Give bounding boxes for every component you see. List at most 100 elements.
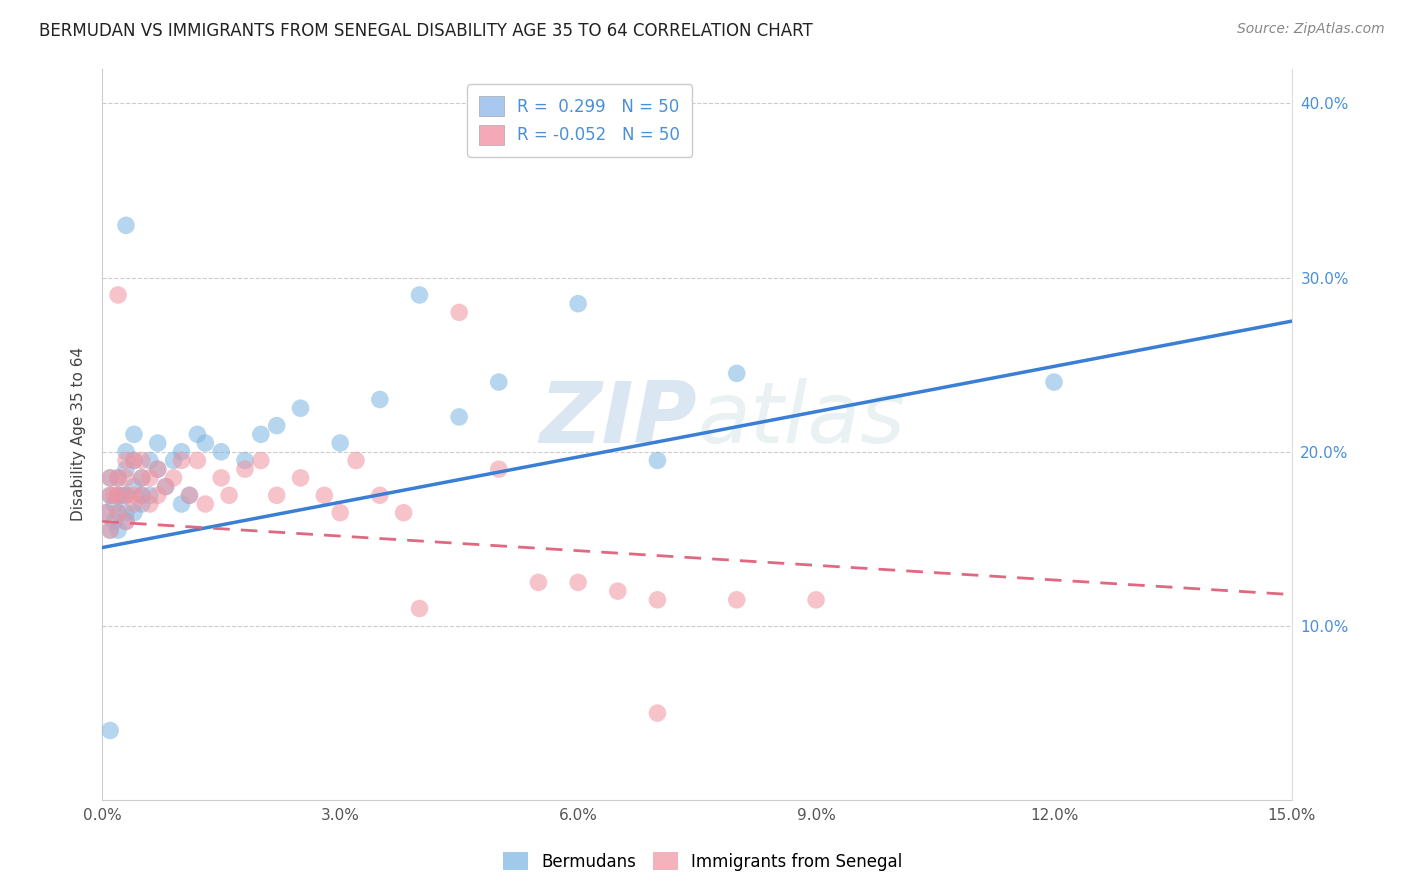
- Point: [290, 471, 312, 485]
- Point: [194, 436, 217, 450]
- Point: [408, 601, 430, 615]
- Point: [115, 453, 138, 467]
- Point: [290, 401, 312, 416]
- Y-axis label: Disability Age 35 to 64: Disability Age 35 to 64: [72, 347, 86, 522]
- Point: [449, 305, 471, 319]
- Point: [122, 497, 145, 511]
- Point: [115, 515, 138, 529]
- Point: [115, 488, 138, 502]
- Point: [155, 480, 177, 494]
- Point: [115, 488, 138, 502]
- Point: [179, 488, 201, 502]
- Point: [146, 462, 169, 476]
- Point: [139, 488, 162, 502]
- Point: [111, 488, 134, 502]
- Point: [122, 480, 145, 494]
- Point: [155, 480, 177, 494]
- Point: [139, 471, 162, 485]
- Point: [107, 506, 129, 520]
- Point: [647, 592, 669, 607]
- Point: [392, 506, 415, 520]
- Point: [115, 462, 138, 476]
- Point: [107, 488, 129, 502]
- Point: [250, 453, 273, 467]
- Point: [233, 453, 256, 467]
- Point: [647, 706, 669, 720]
- Point: [194, 497, 217, 511]
- Text: ZIP: ZIP: [540, 378, 697, 461]
- Point: [96, 506, 118, 520]
- Point: [98, 471, 121, 485]
- Point: [122, 453, 145, 467]
- Point: [103, 488, 125, 502]
- Point: [1043, 375, 1066, 389]
- Point: [122, 453, 145, 467]
- Point: [139, 497, 162, 511]
- Point: [170, 497, 193, 511]
- Point: [122, 488, 145, 502]
- Point: [131, 471, 153, 485]
- Point: [170, 453, 193, 467]
- Point: [488, 462, 510, 476]
- Text: atlas: atlas: [697, 378, 905, 461]
- Point: [209, 444, 232, 458]
- Point: [98, 523, 121, 537]
- Legend: R =  0.299   N = 50, R = -0.052   N = 50: R = 0.299 N = 50, R = -0.052 N = 50: [467, 84, 692, 156]
- Point: [107, 506, 129, 520]
- Text: BERMUDAN VS IMMIGRANTS FROM SENEGAL DISABILITY AGE 35 TO 64 CORRELATION CHART: BERMUDAN VS IMMIGRANTS FROM SENEGAL DISA…: [39, 22, 813, 40]
- Point: [96, 506, 118, 520]
- Point: [266, 488, 288, 502]
- Point: [98, 471, 121, 485]
- Point: [146, 462, 169, 476]
- Point: [162, 453, 184, 467]
- Point: [131, 471, 153, 485]
- Point: [725, 592, 748, 607]
- Point: [107, 471, 129, 485]
- Point: [107, 488, 129, 502]
- Point: [368, 488, 391, 502]
- Point: [250, 427, 273, 442]
- Point: [567, 296, 589, 310]
- Point: [368, 392, 391, 407]
- Point: [103, 515, 125, 529]
- Point: [146, 436, 169, 450]
- Point: [115, 444, 138, 458]
- Point: [131, 488, 153, 502]
- Point: [266, 418, 288, 433]
- Point: [107, 288, 129, 302]
- Point: [146, 488, 169, 502]
- Point: [139, 453, 162, 467]
- Point: [115, 219, 138, 233]
- Point: [567, 575, 589, 590]
- Point: [329, 506, 352, 520]
- Point: [314, 488, 336, 502]
- Point: [162, 471, 184, 485]
- Point: [725, 367, 748, 381]
- Point: [103, 497, 125, 511]
- Point: [186, 427, 208, 442]
- Point: [131, 488, 153, 502]
- Point: [449, 409, 471, 424]
- Point: [527, 575, 550, 590]
- Legend: Bermudans, Immigrants from Senegal: Bermudans, Immigrants from Senegal: [495, 844, 911, 880]
- Point: [122, 427, 145, 442]
- Point: [804, 592, 827, 607]
- Point: [647, 453, 669, 467]
- Point: [170, 444, 193, 458]
- Point: [98, 488, 121, 502]
- Point: [408, 288, 430, 302]
- Point: [115, 515, 138, 529]
- Point: [344, 453, 367, 467]
- Point: [179, 488, 201, 502]
- Point: [186, 453, 208, 467]
- Point: [131, 497, 153, 511]
- Point: [488, 375, 510, 389]
- Point: [233, 462, 256, 476]
- Point: [606, 584, 628, 599]
- Point: [209, 471, 232, 485]
- Point: [122, 506, 145, 520]
- Point: [115, 506, 138, 520]
- Point: [98, 723, 121, 738]
- Point: [107, 471, 129, 485]
- Point: [115, 471, 138, 485]
